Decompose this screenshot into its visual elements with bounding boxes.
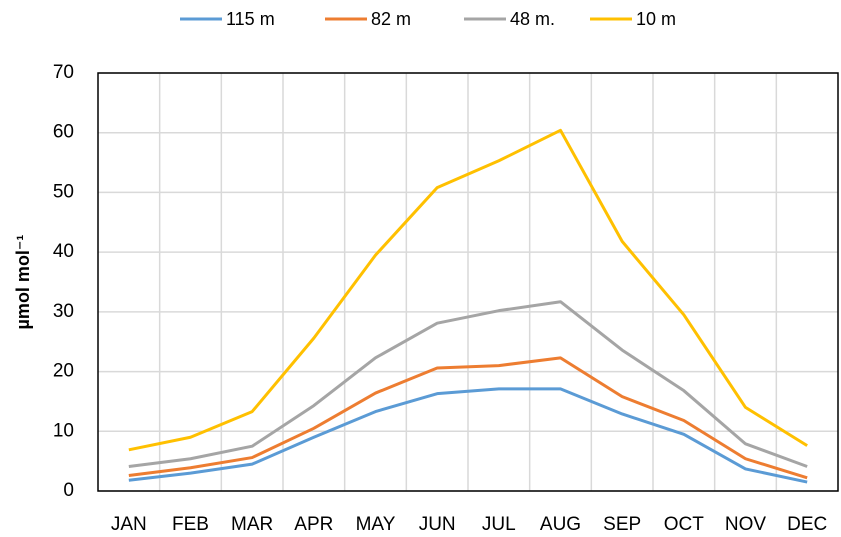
x-tick-label: DEC <box>787 514 827 535</box>
x-tick-label: OCT <box>664 514 705 535</box>
y-tick-label: 20 <box>53 361 74 382</box>
plot-frame <box>97 72 839 492</box>
x-tick-label: AUG <box>540 514 581 535</box>
y-tick-label: 70 <box>53 62 74 83</box>
x-tick-label: JUN <box>419 514 456 535</box>
legend-label: 115 m <box>226 9 275 29</box>
legend-label: 48 m. <box>510 9 555 29</box>
x-tick-label: MAY <box>356 514 396 535</box>
y-tick-label: 10 <box>53 420 74 441</box>
y-axis-label: µmol mol⁻¹ <box>13 235 33 330</box>
series-line <box>128 300 808 469</box>
y-tick-label: 60 <box>53 122 74 143</box>
series-line <box>128 387 808 484</box>
legend-label: 82 m <box>371 9 411 29</box>
x-tick-label: FEB <box>172 514 209 535</box>
x-tick-label: NOV <box>725 514 767 535</box>
y-tick-label: 50 <box>53 181 74 202</box>
x-tick-label: JUL <box>482 514 516 535</box>
y-tick-label: 40 <box>53 241 74 262</box>
legend-label: 10 m <box>636 9 676 29</box>
series-line <box>128 356 808 480</box>
series-line <box>128 128 808 452</box>
x-tick-label: JAN <box>111 514 147 535</box>
x-tick-label: SEP <box>603 514 641 535</box>
y-tick-label: 30 <box>53 301 74 322</box>
x-tick-label: MAR <box>231 514 273 535</box>
y-tick-label: 0 <box>63 480 74 501</box>
x-tick-label: APR <box>294 514 333 535</box>
